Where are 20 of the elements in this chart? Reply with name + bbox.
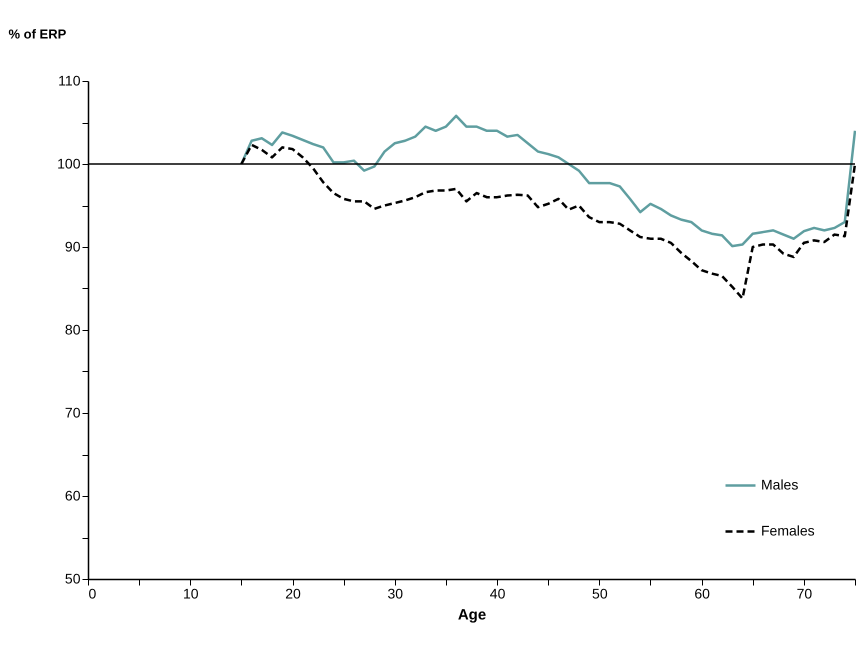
- x-tick-label: 30: [388, 586, 404, 602]
- line-series: [240, 114, 856, 248]
- y-tick-label: 90: [64, 238, 81, 254]
- x-tick-label: 0: [88, 586, 96, 602]
- x-tick-label: 70: [796, 586, 812, 602]
- y-tick-label: 100: [57, 156, 81, 172]
- x-tick-label: 20: [285, 586, 302, 602]
- y-tick-label: 110: [58, 72, 81, 88]
- x-tick-label: 10: [182, 586, 199, 602]
- legend-label: Females: [761, 522, 815, 538]
- y-tick-label: 70: [64, 404, 81, 420]
- x-tick-label: 60: [694, 586, 710, 602]
- y-axis-title: % of ERP: [8, 26, 67, 42]
- y-tick-label: 50: [64, 570, 81, 586]
- legend-label: Males: [761, 476, 798, 492]
- y-tick-label: 80: [64, 322, 81, 338]
- x-tick-label: 50: [592, 586, 608, 602]
- x-tick-label: 40: [490, 586, 506, 602]
- x-axis-title: Age: [458, 606, 486, 624]
- y-tick-label: 60: [64, 488, 81, 504]
